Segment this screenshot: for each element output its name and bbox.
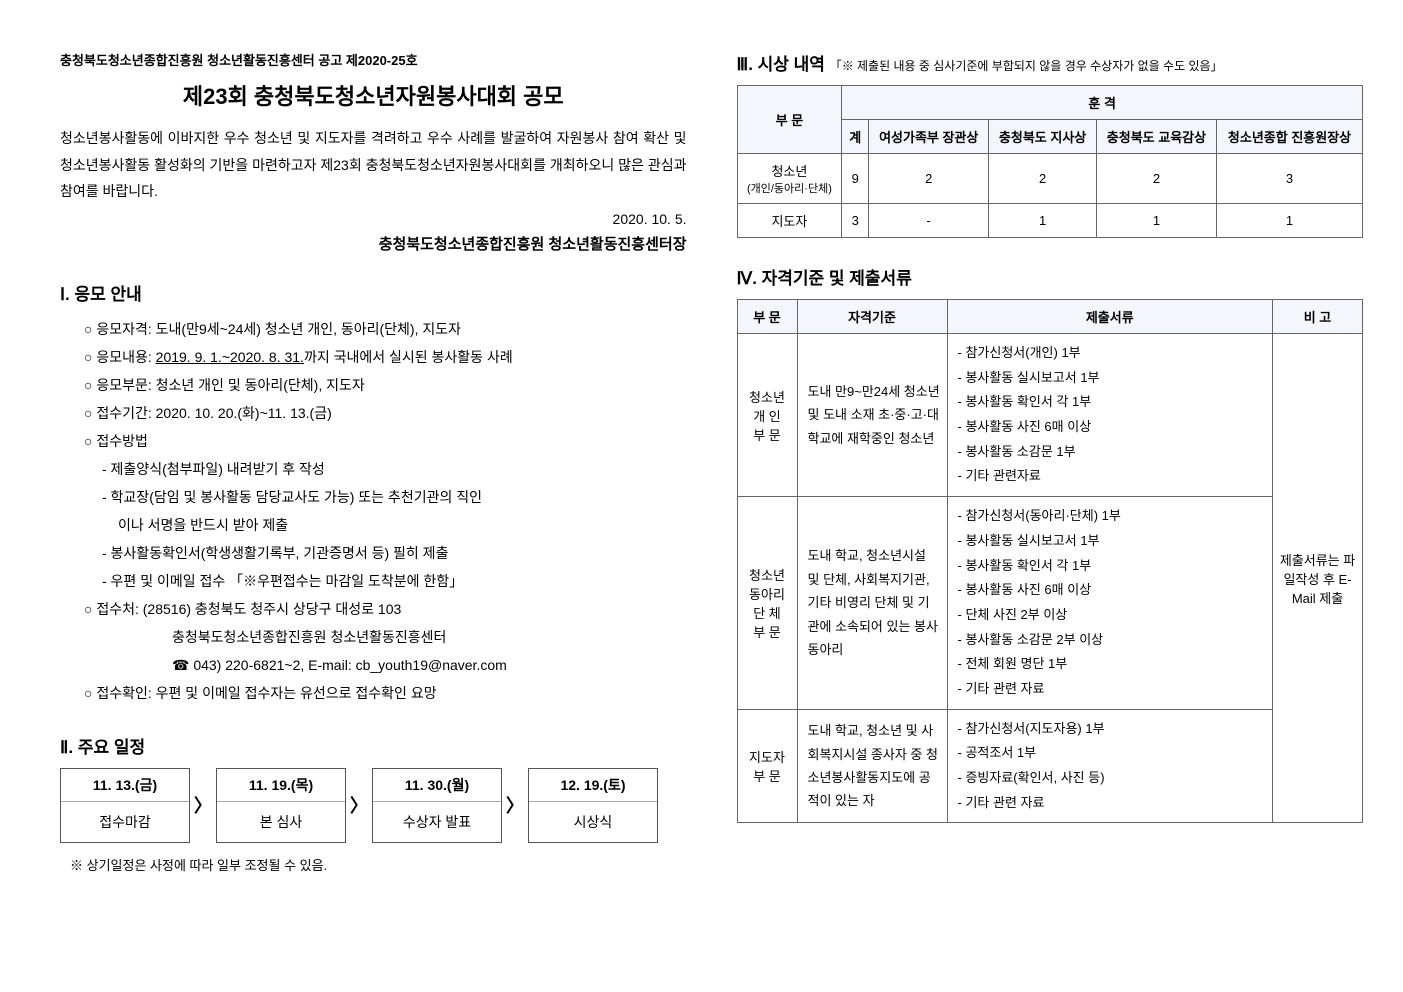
row-docs: 참가신청서(지도자용) 1부공적조서 1부증빙자료(확인서, 사진 등)기타 관… <box>947 709 1273 823</box>
doc-item: 봉사활동 확인서 각 1부 <box>958 390 1267 415</box>
document-title: 제23회 충청북도청소년자원봉사대회 공모 <box>60 79 687 111</box>
row-criteria: 도내 만9~만24세 청소년 및 도내 소재 초·중·고·대학교에 재학중인 청… <box>797 334 947 497</box>
table-row: 지도자 3 - 1 1 1 <box>737 204 1363 238</box>
col-award4: 청소년종합 진흥원장상 <box>1217 120 1363 154</box>
method3: - 봉사활동확인서(학생생활기록부, 기관증명서 등) 필히 제출 <box>84 539 687 567</box>
schedule-box: 12. 19.(토) 시상식 <box>528 768 658 843</box>
row-label: 청소년(개인/동아리·단체) <box>737 154 842 204</box>
doc-item: 증빙자료(확인서, 사진 등) <box>958 766 1267 791</box>
doc-item: 기타 관련자료 <box>958 464 1267 489</box>
row-criteria: 도내 학교, 청소년시설 및 단체, 사회복지기관, 기타 비영리 단체 및 기… <box>797 497 947 710</box>
schedule-date: 11. 19.(목) <box>217 769 345 802</box>
arrow-icon: 〉 <box>194 792 212 818</box>
col-div: 부 문 <box>737 300 797 334</box>
confirm-line: ○ 접수확인: 우편 및 이메일 접수자는 유선으로 접수확인 요망 <box>84 679 687 707</box>
col-award2: 충청북도 지사상 <box>989 120 1096 154</box>
issue-date: 2020. 10. 5. <box>60 211 687 227</box>
signer: 충청북도청소년종합진흥원 청소년활동진흥센터장 <box>60 233 687 254</box>
schedule-label: 수상자 발표 <box>373 802 501 842</box>
section4-heading: Ⅳ. 자격기준 및 제출서류 <box>737 264 1364 289</box>
address2: 충청북도청소년종합진흥원 청소년활동진흥센터 <box>84 623 687 651</box>
schedule-label: 본 심사 <box>217 802 345 842</box>
section3-heading: Ⅲ. 시상 내역 「※ 제출된 내용 중 심사기준에 부합되지 않을 경우 수상… <box>737 50 1364 75</box>
col-division: 부 문 <box>737 86 842 154</box>
doc-item: 단체 사진 2부 이상 <box>958 603 1267 628</box>
method-head: ○ 접수방법 <box>84 427 687 455</box>
announcement-number: 충청북도청소년종합진흥원 청소년활동진흥센터 공고 제2020-25호 <box>60 50 687 69</box>
arrow-icon: 〉 <box>506 792 524 818</box>
doc-item: 기타 관련 자료 <box>958 791 1267 816</box>
row-label: 지도자 <box>737 204 842 238</box>
schedule-box: 11. 19.(목) 본 심사 <box>216 768 346 843</box>
arrow-icon: 〉 <box>350 792 368 818</box>
method4: - 우편 및 이메일 접수 「※우편접수는 마감일 도착분에 한함」 <box>84 567 687 595</box>
application-info: ○ 응모자격: 도내(만9세~24세) 청소년 개인, 동아리(단체), 지도자… <box>60 315 687 707</box>
left-column: 충청북도청소년종합진흥원 청소년활동진흥센터 공고 제2020-25호 제23회… <box>60 50 687 962</box>
schedule-box: 11. 30.(월) 수상자 발표 <box>372 768 502 843</box>
category-line: ○ 응모부문: 청소년 개인 및 동아리(단체), 지도자 <box>84 371 687 399</box>
doc-item: 기타 관련 자료 <box>958 677 1267 702</box>
doc-item: 봉사활동 실시보고서 1부 <box>958 366 1267 391</box>
right-column: Ⅲ. 시상 내역 「※ 제출된 내용 중 심사기준에 부합되지 않을 경우 수상… <box>737 50 1364 962</box>
schedule-flow: 11. 13.(금) 접수마감 〉 11. 19.(목) 본 심사 〉 11. … <box>60 768 687 843</box>
table-row: 부 문 훈 격 <box>737 86 1363 120</box>
submission-note: 제출서류는 파일작성 후 E-Mail 제출 <box>1273 334 1363 823</box>
content-line: ○ 응모내용: 2019. 9. 1.~2020. 8. 31.까지 국내에서 … <box>84 343 687 371</box>
method2: - 학교장(담임 및 봉사활동 담당교사도 가능) 또는 추천기관의 직인 <box>84 483 687 511</box>
intro-paragraph: 청소년봉사활동에 이바지한 우수 청소년 및 지도자를 격려하고 우수 사례를 … <box>60 125 687 205</box>
schedule-date: 11. 13.(금) <box>61 769 189 802</box>
method1: - 제출양식(첨부파일) 내려받기 후 작성 <box>84 455 687 483</box>
qualifications-table: 부 문 자격기준 제출서류 비 고 청소년개 인부 문 도내 만9~만24세 청… <box>737 299 1364 823</box>
col-note: 비 고 <box>1273 300 1363 334</box>
address-head: ○ 접수처: (28516) 충청북도 청주시 상당구 대성로 103 <box>84 595 687 623</box>
row-docs: 참가신청서(동아리·단체) 1부봉사활동 실시보고서 1부봉사활동 확인서 각 … <box>947 497 1273 710</box>
col-hoon: 훈 격 <box>842 86 1363 120</box>
section1-heading: Ⅰ. 응모 안내 <box>60 280 687 305</box>
awards-table: 부 문 훈 격 계 여성가족부 장관상 충청북도 지사상 충청북도 교육감상 청… <box>737 85 1364 238</box>
doc-item: 봉사활동 사진 6매 이상 <box>958 415 1267 440</box>
schedule-label: 시상식 <box>529 802 657 842</box>
row-category: 청소년개 인부 문 <box>737 334 797 497</box>
method2b: 이나 서명을 반드시 받아 제출 <box>84 511 687 539</box>
schedule-date: 11. 30.(월) <box>373 769 501 802</box>
doc-item: 참가신청서(개인) 1부 <box>958 341 1267 366</box>
eligibility-line: ○ 응모자격: 도내(만9세~24세) 청소년 개인, 동아리(단체), 지도자 <box>84 315 687 343</box>
row-criteria: 도내 학교, 청소년 및 사회복지시설 종사자 중 청소년봉사활동지도에 공적이… <box>797 709 947 823</box>
doc-item: 참가신청서(동아리·단체) 1부 <box>958 504 1267 529</box>
doc-item: 참가신청서(지도자용) 1부 <box>958 717 1267 742</box>
doc-item: 전체 회원 명단 1부 <box>958 652 1267 677</box>
period-line: ○ 접수기간: 2020. 10. 20.(화)~11. 13.(금) <box>84 399 687 427</box>
col-docs: 제출서류 <box>947 300 1273 334</box>
section2-heading: Ⅱ. 주요 일정 <box>60 733 687 758</box>
doc-item: 봉사활동 사진 6매 이상 <box>958 578 1267 603</box>
schedule-date: 12. 19.(토) <box>529 769 657 802</box>
table-row: 청소년(개인/동아리·단체) 9 2 2 2 3 <box>737 154 1363 204</box>
col-criteria: 자격기준 <box>797 300 947 334</box>
col-award1: 여성가족부 장관상 <box>869 120 989 154</box>
doc-item: 봉사활동 소감문 1부 <box>958 440 1267 465</box>
schedule-label: 접수마감 <box>61 802 189 842</box>
row-category: 청소년동아리단 체부 문 <box>737 497 797 710</box>
schedule-box: 11. 13.(금) 접수마감 <box>60 768 190 843</box>
col-award3: 충청북도 교육감상 <box>1096 120 1216 154</box>
table-row: 청소년동아리단 체부 문 도내 학교, 청소년시설 및 단체, 사회복지기관, … <box>737 497 1363 710</box>
doc-item: 봉사활동 소감문 2부 이상 <box>958 628 1267 653</box>
table-row: 지도자부 문 도내 학교, 청소년 및 사회복지시설 종사자 중 청소년봉사활동… <box>737 709 1363 823</box>
doc-item: 공적조서 1부 <box>958 741 1267 766</box>
doc-item: 봉사활동 실시보고서 1부 <box>958 529 1267 554</box>
table-row: 부 문 자격기준 제출서류 비 고 <box>737 300 1363 334</box>
table-row: 청소년개 인부 문 도내 만9~만24세 청소년 및 도내 소재 초·중·고·대… <box>737 334 1363 497</box>
contact: ☎ 043) 220-6821~2, E-mail: cb_youth19@na… <box>84 651 687 679</box>
doc-item: 봉사활동 확인서 각 1부 <box>958 554 1267 579</box>
col-total: 계 <box>842 120 869 154</box>
row-category: 지도자부 문 <box>737 709 797 823</box>
row-docs: 참가신청서(개인) 1부봉사활동 실시보고서 1부봉사활동 확인서 각 1부봉사… <box>947 334 1273 497</box>
schedule-note: ※ 상기일정은 사정에 따라 일부 조정될 수 있음. <box>60 855 687 874</box>
